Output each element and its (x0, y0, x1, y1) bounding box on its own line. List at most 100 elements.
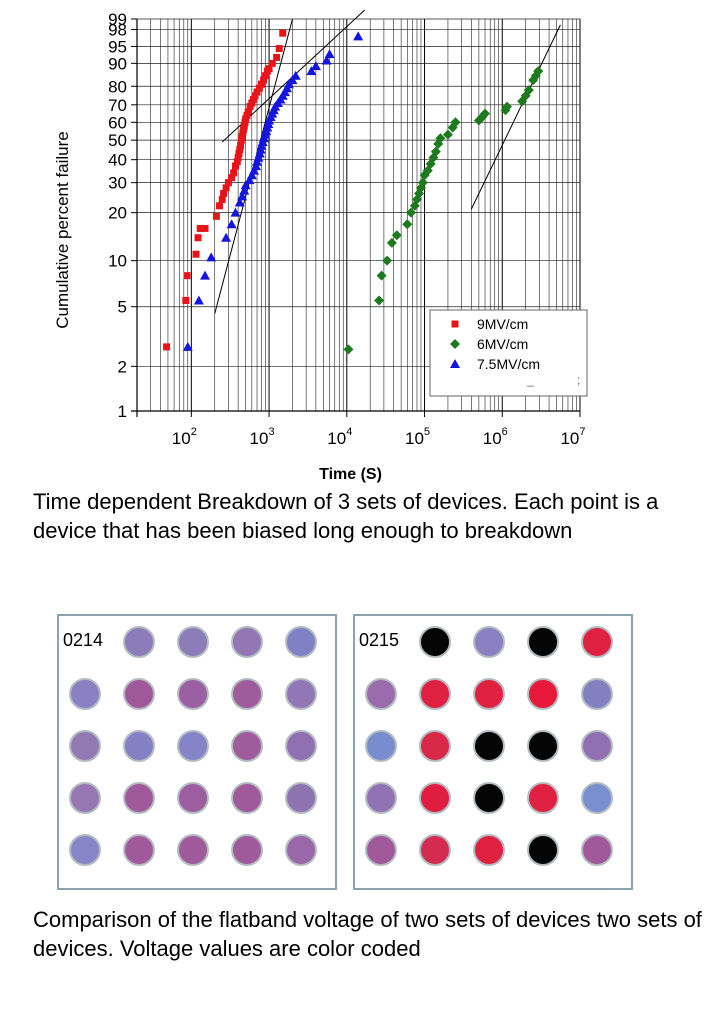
data-point (232, 162, 240, 170)
device-dot (231, 782, 263, 814)
data-point (273, 53, 281, 61)
series-diamond (343, 66, 544, 355)
x-axis-label: Time (S) (319, 466, 382, 483)
data-point (218, 195, 226, 203)
data-point (450, 117, 461, 128)
device-dot (527, 678, 559, 710)
series-square (163, 29, 287, 351)
data-point (501, 101, 512, 112)
y-tick-label: 1 (118, 402, 127, 421)
data-point (435, 133, 446, 144)
data-point (260, 76, 268, 84)
device-dot (177, 834, 209, 866)
device-dot (365, 730, 397, 762)
device-dot (177, 782, 209, 814)
x-tick-label: 103 (250, 426, 275, 448)
x-tick-exponent: 6 (502, 426, 508, 438)
data-point (279, 29, 287, 37)
device-dot (419, 730, 451, 762)
device-dot (123, 678, 155, 710)
device-dot (581, 834, 613, 866)
wafer-map-0214: 0214 (57, 614, 337, 890)
device-dot (527, 626, 559, 658)
data-point (246, 170, 257, 180)
data-point (230, 207, 241, 217)
device-dot (473, 730, 505, 762)
data-point (240, 180, 251, 190)
data-point (275, 45, 283, 53)
data-point (406, 207, 417, 218)
y-tick-label: 50 (108, 131, 127, 150)
device-dot (365, 834, 397, 866)
data-point (182, 296, 190, 304)
device-dot (123, 782, 155, 814)
data-point (430, 146, 441, 157)
data-point (251, 92, 259, 100)
data-point (163, 343, 171, 351)
device-dot (69, 782, 101, 814)
data-point (523, 85, 534, 96)
data-point (224, 179, 232, 187)
data-point (442, 129, 453, 140)
y-tick-label: 10 (108, 252, 127, 271)
data-point (221, 232, 232, 242)
y-axis-label: Cumulative percent failure (53, 131, 72, 328)
data-point (206, 252, 217, 262)
device-dot (123, 730, 155, 762)
device-dot (527, 782, 559, 814)
x-tick-label: 106 (483, 426, 508, 448)
data-point (374, 295, 385, 306)
data-point (258, 80, 266, 88)
device-dot (231, 834, 263, 866)
data-point (343, 344, 354, 355)
device-dot (419, 626, 451, 658)
x-tick-label: 104 (327, 426, 352, 448)
data-point (237, 142, 245, 150)
data-point (194, 234, 202, 242)
device-dot (365, 782, 397, 814)
data-point (240, 125, 248, 133)
legend-artifact: _ (526, 373, 534, 387)
device-dot (419, 678, 451, 710)
device-dot (581, 730, 613, 762)
y-tick-label: 90 (108, 54, 127, 73)
data-point (234, 197, 245, 207)
data-point (244, 108, 252, 116)
data-point (324, 49, 335, 59)
legend-label: 9MV/cm (477, 316, 528, 332)
x-tick-exponent: 2 (191, 426, 197, 438)
data-point (222, 184, 230, 192)
data-point (235, 150, 243, 158)
data-point (244, 175, 255, 185)
data-point (234, 154, 242, 162)
data-point (310, 61, 321, 71)
data-point (246, 103, 254, 111)
device-dot (581, 678, 613, 710)
device-dot (527, 834, 559, 866)
y-tick-label: 2 (118, 357, 127, 376)
y-tick-label: 99 (108, 10, 127, 29)
device-dot (231, 678, 263, 710)
data-point (402, 219, 413, 230)
y-tick-label: 5 (118, 298, 127, 317)
legend-marker (451, 320, 459, 328)
device-dot (285, 626, 317, 658)
data-point (228, 174, 236, 182)
data-point (238, 132, 246, 140)
device-dot (285, 782, 317, 814)
y-tick-label: 20 (108, 204, 127, 223)
data-point (255, 84, 263, 92)
data-point (417, 177, 428, 188)
device-dot (365, 678, 397, 710)
series-triangle (182, 31, 364, 351)
legend-artifact: ; (577, 373, 580, 387)
data-point (391, 230, 402, 241)
x-tick-exponent: 7 (579, 426, 585, 438)
device-dot (285, 678, 317, 710)
device-dot (231, 626, 263, 658)
data-point (230, 169, 238, 177)
y-tick-label: 98 (108, 20, 127, 39)
data-point (200, 270, 211, 280)
x-tick-exponent: 5 (424, 426, 430, 438)
wafer-caption: Comparison of the flatband voltage of tw… (33, 907, 702, 961)
